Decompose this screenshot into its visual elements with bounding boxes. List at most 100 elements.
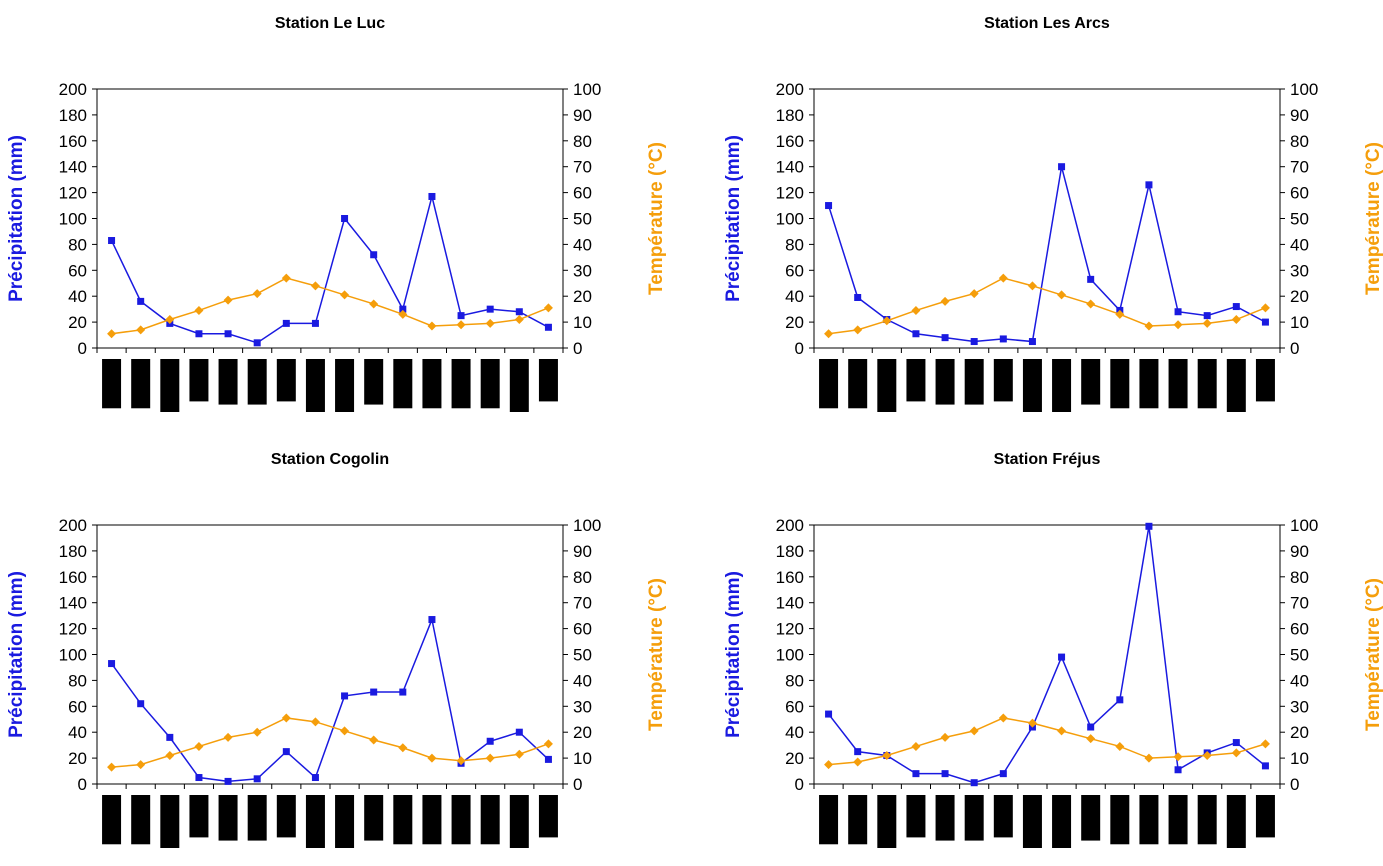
temperature-point	[427, 321, 437, 331]
y2-tick-label: 10	[573, 313, 592, 332]
temperature-point	[514, 749, 524, 759]
month-label-bar	[1168, 359, 1188, 409]
y-tick-label: 20	[785, 749, 804, 768]
month-label-bar	[218, 795, 238, 841]
temperature-point	[427, 753, 437, 763]
temperature-point	[1173, 752, 1183, 762]
precipitation-point	[1058, 163, 1066, 171]
precipitation-point	[1232, 739, 1240, 747]
month-label-bar	[906, 795, 926, 838]
precipitation-line	[827, 166, 1266, 343]
month-label-bar	[819, 359, 839, 409]
temperature-point	[1115, 309, 1125, 319]
temperature-point	[165, 751, 175, 761]
temperature-point	[824, 760, 834, 770]
temperature-point	[911, 741, 921, 751]
month-label-bar	[102, 795, 122, 845]
month-label-bar	[189, 359, 209, 402]
y2-tick-label: 60	[1290, 620, 1309, 639]
month-label-bar	[538, 359, 558, 402]
month-label-bar	[1052, 359, 1072, 412]
y-tick-label: 180	[776, 542, 804, 561]
y2-tick-label: 90	[573, 542, 592, 561]
month-label-bar	[993, 795, 1013, 838]
precipitation-point	[941, 770, 949, 778]
y2-tick-label: 50	[573, 646, 592, 665]
precipitation-point	[999, 335, 1007, 343]
y2-tick-label: 100	[1290, 80, 1318, 99]
temperature-point	[1260, 303, 1270, 313]
precipitation-point	[399, 305, 407, 313]
y2-tick-label: 100	[573, 80, 601, 99]
precipitation-point	[544, 755, 552, 763]
precipitation-point	[515, 728, 523, 736]
y-tick-label: 180	[776, 106, 804, 125]
chart-title: Station Le Luc	[275, 15, 385, 32]
month-label-bar	[189, 795, 209, 838]
month-label-bar	[393, 359, 413, 409]
month-label-bar	[247, 795, 267, 841]
y2-tick-label: 60	[1290, 184, 1309, 203]
y-tick-label: 100	[776, 210, 804, 229]
temperature-point	[824, 329, 834, 339]
temperature-point	[194, 741, 204, 751]
temperature-point	[1202, 318, 1212, 328]
y-tick-label: 40	[68, 723, 87, 742]
temperature-point	[136, 760, 146, 770]
temperature-point	[1144, 753, 1154, 763]
temperature-line	[111, 277, 549, 335]
precipitation-point	[370, 251, 378, 259]
y2-tick-label: 70	[573, 594, 592, 613]
precipitation-point	[970, 779, 978, 787]
temperature-point	[543, 739, 553, 749]
month-label-bar	[131, 795, 151, 845]
month-label-bar	[422, 359, 442, 409]
temperature-point	[398, 309, 408, 319]
temperature-point	[940, 732, 950, 742]
precipitation-point	[1145, 181, 1153, 189]
precipitation-point	[854, 748, 862, 756]
precipitation-point	[486, 737, 494, 745]
precipitation-point	[1261, 318, 1269, 326]
y2-tick-label: 0	[1290, 339, 1299, 358]
temperature-point	[1202, 751, 1212, 761]
temperature-point	[485, 318, 495, 328]
temperature-point	[194, 305, 204, 315]
precipitation-point	[1145, 522, 1153, 530]
temperature-point	[882, 751, 892, 761]
chart-panel-cogolin: Station Cogolin 0 20 40 60 80 100 120 140 160 180 2…	[0, 436, 690, 866]
month-label-bar	[848, 359, 868, 409]
month-label-bar	[509, 359, 529, 412]
y2-tick-label: 20	[573, 287, 592, 306]
chart-title: Station Fréjus	[994, 451, 1101, 468]
temperature-point	[310, 281, 320, 291]
y-tick-label: 100	[59, 646, 87, 665]
precipitation-point	[999, 770, 1007, 778]
temperature-point	[1086, 299, 1096, 309]
temperature-point	[223, 295, 233, 305]
temperature-point	[882, 316, 892, 326]
precipitation-line	[110, 196, 549, 344]
y-tick-label: 140	[776, 594, 804, 613]
chart-panel-frejus: Station Fréjus 0 20 40 60 80 100 120 140 160 180 20…	[717, 436, 1383, 866]
precipitation-point	[224, 330, 232, 338]
temperature-point	[369, 735, 379, 745]
temperature-point	[853, 757, 863, 767]
y2-tick-label: 40	[573, 671, 592, 690]
y2-tick-label: 80	[1290, 132, 1309, 151]
temperature-point	[853, 325, 863, 335]
temperature-point	[223, 732, 233, 742]
temperature-point	[969, 726, 979, 736]
y2-tick-label: 20	[1290, 287, 1309, 306]
y-tick-label: 140	[59, 594, 87, 613]
precipitation-point	[1174, 308, 1182, 316]
y2-tick-label: 80	[573, 568, 592, 587]
temperature-point	[310, 717, 320, 727]
month-label-bar	[451, 359, 471, 409]
temperature-line	[828, 277, 1266, 335]
month-label-bar	[1226, 795, 1246, 848]
precipitation-point	[311, 319, 319, 327]
month-label-bar	[102, 359, 122, 409]
y2-tick-label: 70	[1290, 158, 1309, 177]
y2-tick-label: 50	[573, 210, 592, 229]
